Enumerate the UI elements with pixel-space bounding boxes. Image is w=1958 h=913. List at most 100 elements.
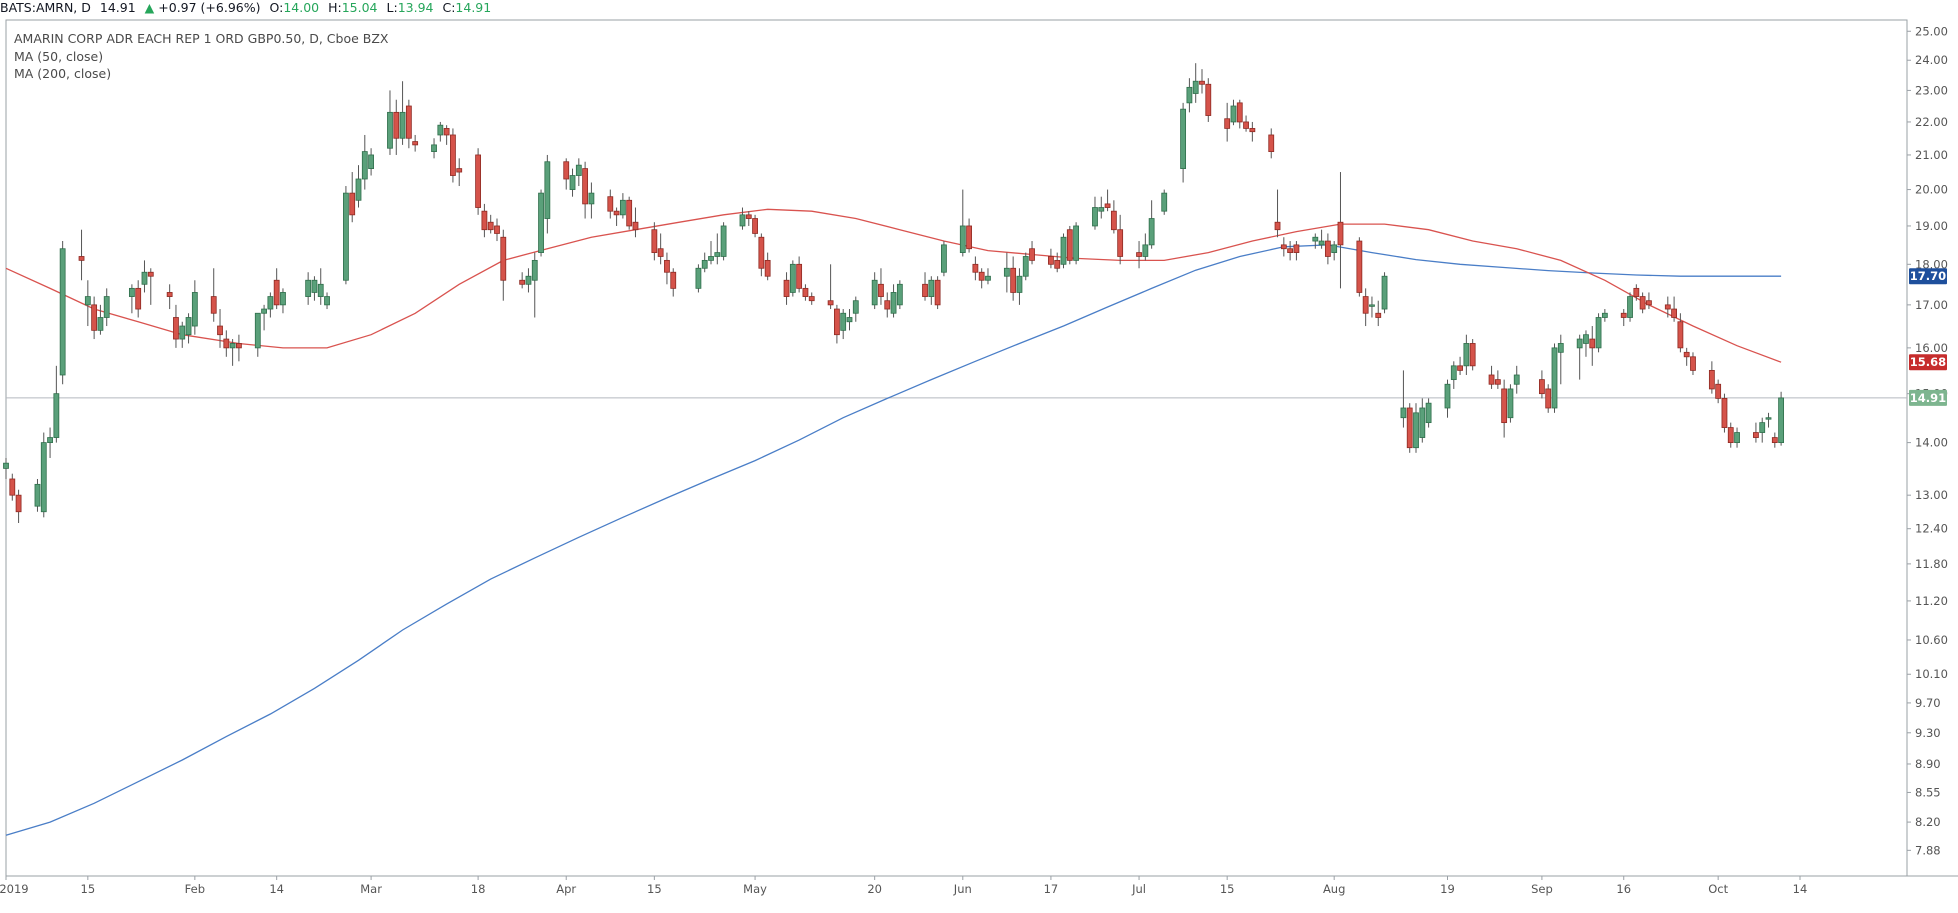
candle[interactable] (349, 172, 356, 223)
candle[interactable] (1595, 313, 1602, 353)
candle[interactable] (1583, 330, 1589, 357)
candle[interactable] (613, 207, 620, 226)
candle[interactable] (103, 288, 110, 327)
candle[interactable] (657, 233, 664, 265)
candle[interactable] (97, 304, 104, 335)
candle[interactable] (185, 313, 192, 344)
candle[interactable] (1192, 63, 1199, 103)
candle[interactable] (1576, 334, 1583, 380)
candle[interactable] (525, 268, 532, 293)
candle[interactable] (846, 309, 853, 331)
candle[interactable] (1066, 225, 1073, 265)
candle[interactable] (1293, 241, 1300, 261)
candle[interactable] (978, 268, 985, 289)
candle[interactable] (1715, 379, 1722, 404)
candle[interactable] (128, 284, 135, 314)
candle[interactable] (1627, 292, 1633, 322)
candle[interactable] (1677, 313, 1684, 353)
candle[interactable] (1016, 268, 1023, 305)
candle[interactable] (834, 304, 840, 344)
candle[interactable] (632, 207, 639, 238)
candle[interactable] (878, 268, 884, 305)
candle[interactable] (1098, 196, 1105, 219)
candle[interactable] (626, 196, 633, 230)
candle[interactable] (840, 309, 847, 340)
candle[interactable] (1690, 352, 1696, 375)
candle[interactable] (569, 168, 576, 197)
candle[interactable] (1148, 200, 1155, 249)
candle[interactable] (1734, 427, 1740, 448)
candle[interactable] (9, 473, 16, 501)
candle[interactable] (1249, 121, 1256, 142)
candle[interactable] (972, 256, 979, 281)
candle[interactable] (1060, 233, 1067, 269)
candle[interactable] (1633, 284, 1640, 301)
candle[interactable] (450, 128, 456, 183)
candle[interactable] (745, 211, 752, 226)
candle[interactable] (1022, 252, 1029, 281)
candle[interactable] (1400, 370, 1407, 428)
candle[interactable] (563, 158, 570, 190)
candle[interactable] (985, 268, 991, 285)
candle[interactable] (1104, 189, 1111, 212)
candle[interactable] (1375, 300, 1382, 327)
candle[interactable] (1671, 296, 1677, 322)
candle[interactable] (1362, 288, 1369, 327)
candle[interactable] (399, 81, 406, 145)
candle[interactable] (1494, 370, 1501, 389)
candle[interactable] (47, 427, 53, 458)
candle[interactable] (1778, 391, 1785, 446)
legend-ma50[interactable]: MA (50, close) (14, 48, 104, 64)
candle[interactable] (1771, 432, 1778, 448)
candle[interactable] (1274, 189, 1281, 238)
candle[interactable] (40, 432, 47, 518)
candle[interactable] (273, 268, 280, 310)
candle[interactable] (720, 222, 727, 261)
candle[interactable] (670, 268, 677, 297)
candle[interactable] (317, 268, 324, 305)
candle[interactable] (393, 99, 400, 155)
candle[interactable] (1551, 343, 1558, 413)
candle[interactable] (84, 280, 91, 327)
candle[interactable] (437, 121, 444, 142)
candle[interactable] (1073, 222, 1079, 265)
candle[interactable] (695, 264, 702, 293)
candle[interactable] (217, 309, 223, 348)
candle[interactable] (1312, 233, 1319, 249)
candle[interactable] (311, 276, 318, 301)
candle[interactable] (254, 312, 261, 357)
candle[interactable] (1444, 379, 1451, 418)
candle[interactable] (966, 218, 972, 253)
candle[interactable] (1186, 78, 1193, 113)
candle[interactable] (941, 241, 947, 277)
candle[interactable] (1230, 99, 1237, 126)
candle[interactable] (487, 214, 494, 234)
candle[interactable] (1639, 292, 1646, 314)
candle[interactable] (91, 296, 98, 340)
candle[interactable] (1054, 252, 1061, 273)
candle[interactable] (752, 214, 758, 238)
candle[interactable] (808, 292, 815, 305)
candle[interactable] (519, 272, 526, 289)
candle[interactable] (890, 284, 897, 318)
candle[interactable] (619, 193, 626, 219)
candle[interactable] (1381, 272, 1388, 314)
candle[interactable] (1683, 347, 1690, 366)
candle[interactable] (191, 280, 198, 335)
candle[interactable] (324, 292, 330, 310)
candle[interactable] (1142, 233, 1149, 261)
candle[interactable] (651, 222, 658, 261)
candle[interactable] (59, 241, 66, 385)
candle[interactable] (173, 304, 179, 348)
candle[interactable] (15, 489, 22, 524)
candle[interactable] (544, 154, 551, 234)
candle[interactable] (361, 134, 368, 190)
candle[interactable] (1117, 214, 1124, 265)
candle[interactable] (236, 334, 242, 362)
candle[interactable] (852, 296, 859, 322)
candle[interactable] (764, 252, 771, 281)
candle[interactable] (1620, 309, 1627, 327)
candle[interactable] (147, 268, 154, 305)
candle[interactable] (827, 264, 834, 310)
candle[interactable] (267, 292, 274, 318)
